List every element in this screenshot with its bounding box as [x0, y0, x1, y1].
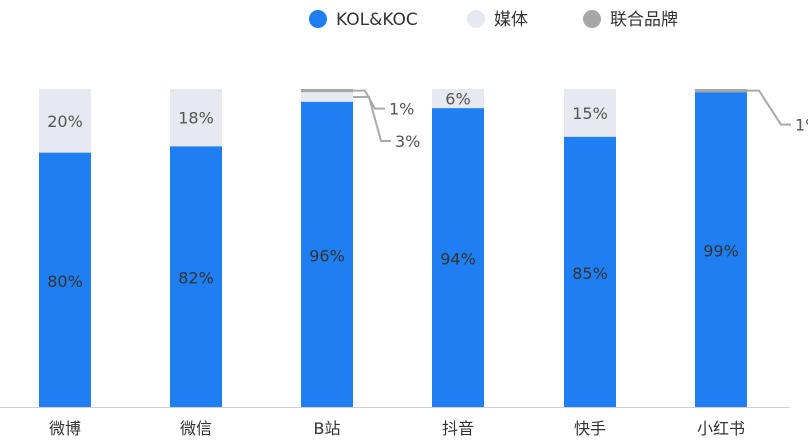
legend-item-2: 联合品牌 — [583, 10, 678, 30]
data-label: 6% — [445, 90, 470, 109]
data-label: 82% — [178, 269, 214, 288]
data-label: 99% — [703, 242, 739, 261]
legend-label: 联合品牌 — [610, 10, 678, 30]
data-label: 3% — [395, 132, 420, 151]
data-label: 80% — [47, 272, 83, 291]
x-tick-labels: 微博 微信 B站 抖音 快手 小红书 — [49, 419, 745, 438]
legend-marker — [467, 10, 485, 28]
bar-segment — [39, 89, 91, 153]
data-label: 85% — [572, 264, 608, 283]
legend-item-0: KOL&KOC — [309, 10, 418, 30]
bar-segment — [301, 101, 353, 407]
bar-segment — [170, 89, 222, 147]
legend-marker — [583, 10, 601, 28]
leader-line — [353, 95, 391, 142]
data-label: 20% — [47, 112, 83, 131]
bar-segment — [170, 146, 222, 408]
legend-label: 媒体 — [494, 10, 528, 30]
x-tick-label: B站 — [314, 419, 341, 438]
leader-line — [353, 89, 385, 110]
legend-marker — [309, 10, 327, 28]
bar-segment — [301, 89, 353, 93]
data-label: 15% — [572, 104, 608, 123]
bar-segment — [564, 89, 616, 137]
data-label: 96% — [309, 246, 345, 265]
data-label: 1% — [795, 116, 808, 135]
data-labels: 80% 20% 82% 18% 96% 3% 1% 94% 6% 85% 15% 99% 1% — [47, 90, 808, 291]
x-tick-label: 微博 — [49, 419, 81, 438]
bar-segment — [564, 136, 616, 407]
bars — [39, 89, 747, 408]
x-tick-label: 小红书 — [697, 419, 745, 438]
bar-segment — [432, 89, 484, 109]
x-tick-label: 微信 — [180, 419, 212, 438]
data-label: 94% — [440, 250, 476, 269]
bar-segment — [39, 152, 91, 407]
legend-item-1: 媒体 — [467, 10, 528, 30]
bar-segment — [301, 92, 353, 102]
bar-segment — [432, 108, 484, 407]
legend-label: KOL&KOC — [336, 10, 418, 30]
leader-line — [747, 89, 791, 126]
data-label: 18% — [178, 109, 214, 128]
bar-segment — [695, 92, 747, 408]
data-label: 1% — [389, 100, 414, 119]
x-tick-label: 快手 — [574, 419, 606, 438]
bar-segment — [695, 89, 747, 93]
x-tick-label: 抖音 — [442, 419, 474, 438]
legend: KOL&KOC 媒体 联合品牌 — [309, 10, 678, 30]
